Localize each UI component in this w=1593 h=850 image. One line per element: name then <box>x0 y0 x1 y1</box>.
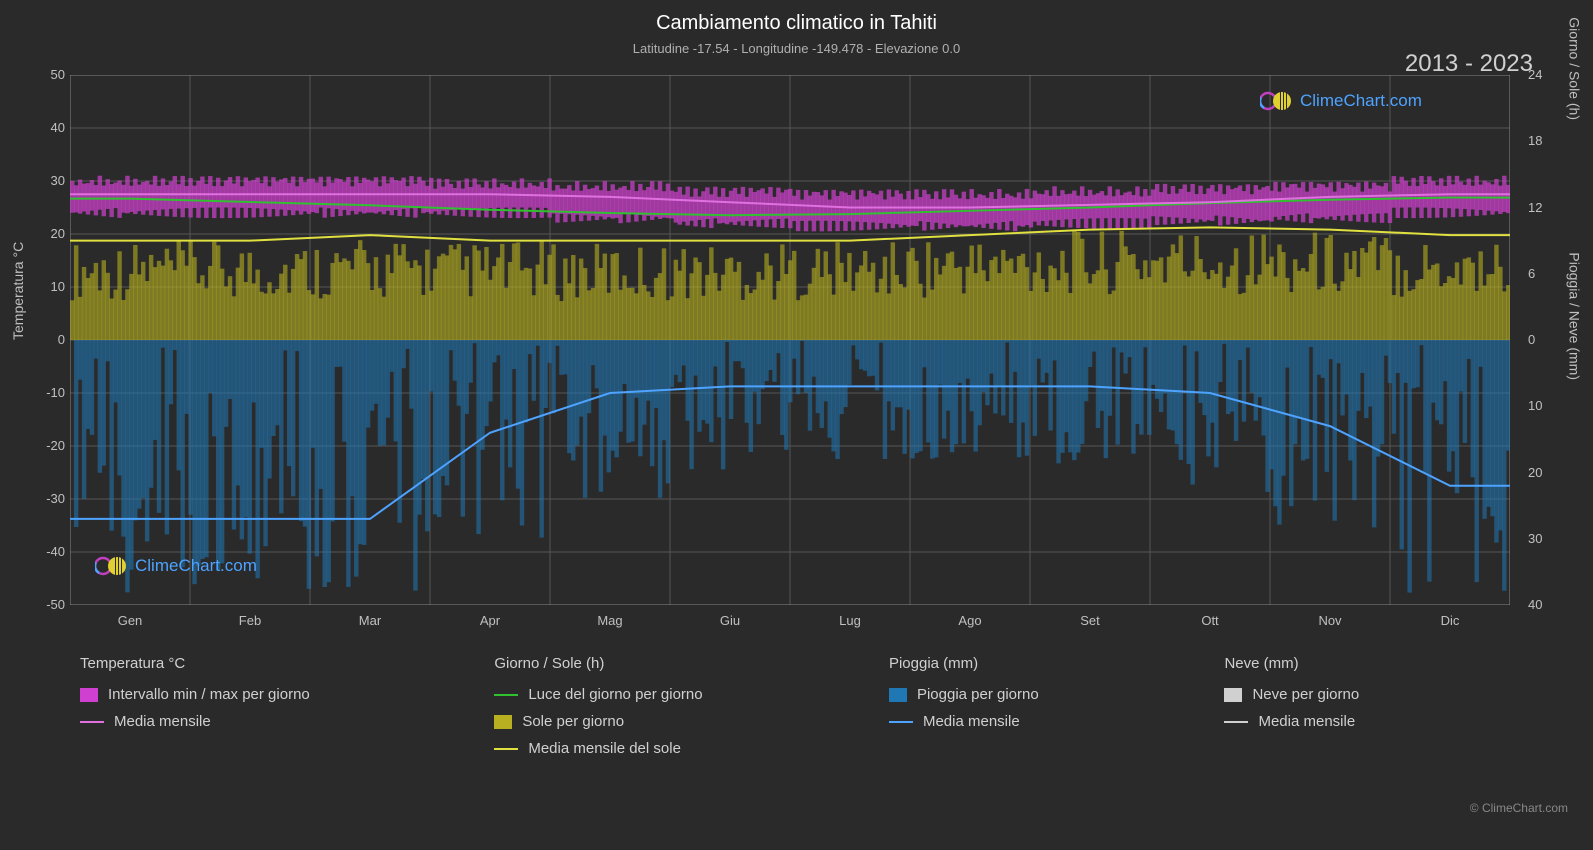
legend-col-snow: Neve (mm) Neve per giorno Media mensile <box>1224 655 1520 757</box>
tick-right: 6 <box>1528 266 1553 281</box>
tick-left: 50 <box>40 67 65 82</box>
tick-x: Ago <box>958 613 981 850</box>
legend-item: Media mensile <box>889 713 1185 730</box>
line-swatch-icon <box>1224 721 1248 723</box>
legend-item: Luce del giorno per giorno <box>494 686 849 703</box>
tick-right: 40 <box>1528 597 1553 612</box>
line-swatch-icon <box>889 721 913 723</box>
brand-logo-icon <box>1260 90 1294 112</box>
brand-text: ClimeChart.com <box>1300 91 1422 111</box>
tick-right: 12 <box>1528 200 1553 215</box>
tick-left: -10 <box>40 385 65 400</box>
tick-left: -20 <box>40 438 65 453</box>
tick-x: Gen <box>118 613 143 850</box>
legend-item: Media mensile del sole <box>494 740 849 757</box>
tick-x: Lug <box>839 613 861 850</box>
legend: Temperatura °C Intervallo min / max per … <box>80 655 1520 757</box>
legend-item: Neve per giorno <box>1224 686 1520 703</box>
legend-item: Sole per giorno <box>494 713 849 730</box>
tick-x: Mar <box>359 613 381 850</box>
tick-left: -30 <box>40 491 65 506</box>
copyright: © ClimeChart.com <box>1470 801 1568 815</box>
right-axis-top-label: Giorno / Sole (h) <box>1567 17 1583 120</box>
legend-header: Neve (mm) <box>1224 655 1520 672</box>
tick-left: 10 <box>40 279 65 294</box>
tick-right: 20 <box>1528 465 1553 480</box>
tick-x: Giu <box>720 613 740 850</box>
tick-left: -50 <box>40 597 65 612</box>
line-swatch-icon <box>80 721 104 723</box>
tick-x: Set <box>1080 613 1100 850</box>
swatch-icon <box>80 688 98 702</box>
year-range: 2013 - 2023 <box>1405 50 1533 78</box>
legend-header: Giorno / Sole (h) <box>494 655 849 672</box>
tick-x: Dic <box>1441 613 1460 850</box>
legend-col-day: Giorno / Sole (h) Luce del giorno per gi… <box>494 655 849 757</box>
brand-watermark: ClimeChart.com <box>95 555 257 577</box>
left-axis-label: Temperatura °C <box>10 242 26 340</box>
legend-label: Neve per giorno <box>1252 686 1359 703</box>
legend-col-rain: Pioggia (mm) Pioggia per giorno Media me… <box>889 655 1185 757</box>
tick-left: 40 <box>40 120 65 135</box>
tick-left: 20 <box>40 226 65 241</box>
tick-x: Feb <box>239 613 261 850</box>
tick-right: 0 <box>1528 332 1553 347</box>
chart-subtitle: Latitudine -17.54 - Longitudine -149.478… <box>0 35 1593 56</box>
tick-right: 18 <box>1528 133 1553 148</box>
tick-right: 10 <box>1528 398 1553 413</box>
tick-right: 30 <box>1528 531 1553 546</box>
tick-x: Ott <box>1201 613 1218 850</box>
tick-x: Apr <box>480 613 500 850</box>
brand-text: ClimeChart.com <box>135 556 257 576</box>
chart-area <box>70 75 1510 605</box>
tick-left: 30 <box>40 173 65 188</box>
legend-item: Pioggia per giorno <box>889 686 1185 703</box>
right-axis-bottom-label: Pioggia / Neve (mm) <box>1567 252 1583 380</box>
tick-left: -40 <box>40 544 65 559</box>
brand-logo-icon <box>95 555 129 577</box>
tick-left: 0 <box>40 332 65 347</box>
brand-watermark: ClimeChart.com <box>1260 90 1422 112</box>
tick-x: Mag <box>597 613 622 850</box>
legend-item: Media mensile <box>1224 713 1520 730</box>
chart-title: Cambiamento climatico in Tahiti <box>0 0 1593 35</box>
swatch-icon <box>1224 688 1242 702</box>
legend-header: Pioggia (mm) <box>889 655 1185 672</box>
chart-svg <box>70 75 1510 605</box>
swatch-icon <box>889 688 907 702</box>
tick-right: 24 <box>1528 67 1553 82</box>
tick-x: Nov <box>1318 613 1341 850</box>
